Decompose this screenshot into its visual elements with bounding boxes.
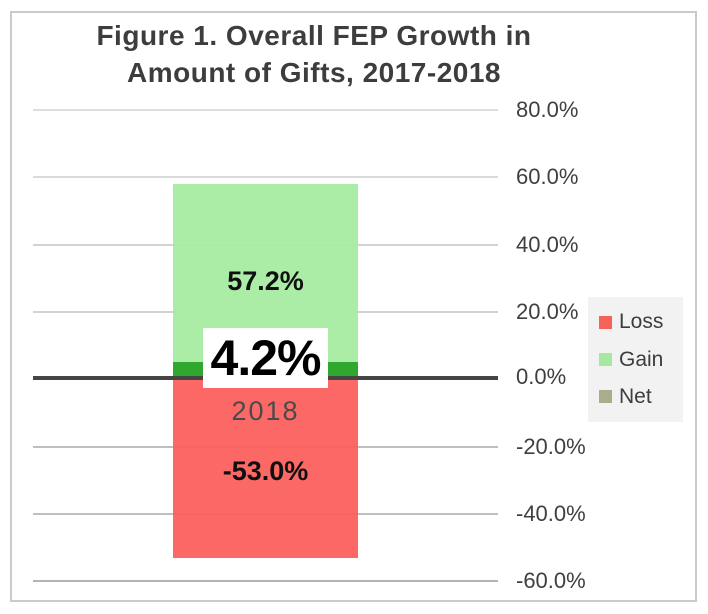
net-value-label: 4.2% [210,330,322,386]
legend-label-gain: Gain [619,347,664,371]
legend-label-net: Net [619,384,652,408]
y-tick-label-40: 40.0% [516,232,579,257]
gridline-60 [33,176,498,178]
legend-swatch-loss [599,315,612,329]
category-label: 2018 [231,396,300,426]
chart-title: Figure 1. Overall FEP Growth in Amount o… [10,17,618,91]
y-tick-label-80: 80.0% [516,97,579,122]
y-tick-label-60: 60.0% [516,164,579,189]
chart-title-line1: Figure 1. Overall FEP Growth in [96,20,532,51]
loss-value-label: -53.0% [222,456,309,486]
legend-item-net: Net [599,385,683,409]
legend-swatch-net [599,390,612,404]
y-tick-label-neg60: -60.0% [516,568,586,593]
legend-label-loss: Loss [619,310,664,334]
figure-border [10,11,697,602]
legend: Loss Gain Net [588,297,683,422]
y-tick-label-neg40: -40.0% [516,501,586,526]
legend-swatch-gain [599,353,612,366]
net-value-callout: 4.2% [203,328,328,388]
gridline-80 [33,109,498,111]
loss-bar [173,380,358,558]
legend-item-loss: Loss [599,310,683,334]
y-tick-label-neg20: -20.0% [516,434,586,459]
legend-item-gain: Gain [599,348,683,372]
y-tick-label-20: 20.0% [516,299,579,324]
chart-title-line2: Amount of Gifts, 2017-2018 [127,57,501,88]
y-tick-label-0: 0.0% [516,364,567,389]
gain-value-label: 57.2% [227,266,304,296]
gridline-neg60 [33,580,498,582]
